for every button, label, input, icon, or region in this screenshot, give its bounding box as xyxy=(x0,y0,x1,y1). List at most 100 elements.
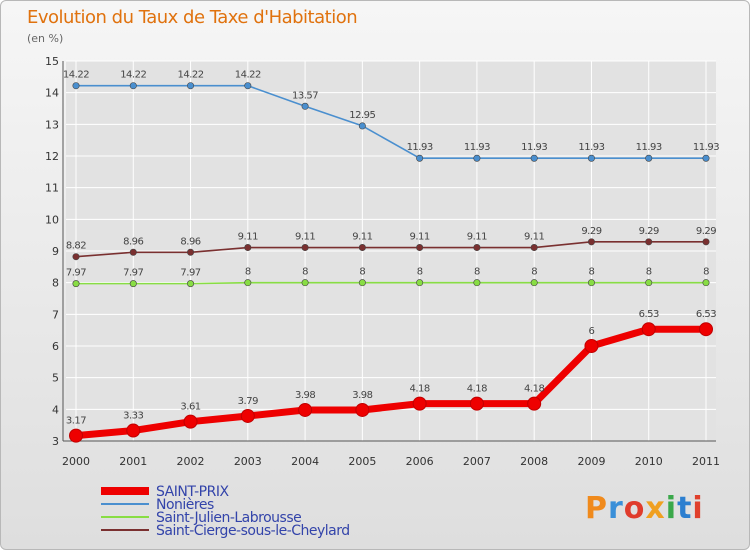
series-line xyxy=(75,325,706,440)
data-label: 8 xyxy=(245,267,251,278)
data-label: 7.97 xyxy=(180,268,200,279)
series-line xyxy=(75,241,706,258)
data-label: 6 xyxy=(589,326,595,337)
y-tick-label: 12 xyxy=(45,150,59,163)
logo-letter: P xyxy=(585,491,608,526)
data-point xyxy=(645,279,653,287)
x-tick-label: 2004 xyxy=(291,455,319,468)
data-point xyxy=(584,339,599,353)
data-label: 9.11 xyxy=(467,232,487,243)
data-label: 8.96 xyxy=(180,236,200,247)
data-label: 8 xyxy=(531,267,537,278)
logo-letter: i xyxy=(665,491,678,526)
data-point xyxy=(72,280,80,288)
data-label: 14.22 xyxy=(63,70,89,81)
data-label: 8 xyxy=(703,267,709,278)
data-label: 6.53 xyxy=(639,309,659,320)
data-point xyxy=(244,244,252,252)
x-tick-label: 2005 xyxy=(348,455,376,468)
data-point xyxy=(473,279,481,287)
x-tick-label: 2011 xyxy=(692,455,720,468)
data-label: 8 xyxy=(474,267,480,278)
logo-letter: t xyxy=(677,491,693,526)
series-noni-res: 14.22 14.22 14.22 14.22 13.57 12.95 11.93 11.93… xyxy=(63,70,720,162)
legend-item: Saint-Julien-Labrousse xyxy=(101,510,302,526)
data-point xyxy=(355,402,370,417)
data-point xyxy=(301,102,309,110)
data-label: 3.98 xyxy=(352,390,372,401)
data-label: 14.22 xyxy=(177,70,203,81)
y-tick-label: 7 xyxy=(52,308,59,321)
data-point xyxy=(129,280,137,288)
data-point xyxy=(641,322,656,337)
data-label: 3.79 xyxy=(238,396,258,407)
data-label: 11.93 xyxy=(636,142,662,153)
data-point xyxy=(702,154,710,162)
series-line xyxy=(76,281,706,285)
y-tick-label: 11 xyxy=(45,182,59,195)
data-point xyxy=(645,238,653,246)
legend-item: Nonières xyxy=(101,497,214,513)
data-label: 8.96 xyxy=(123,236,143,247)
data-point xyxy=(699,322,713,337)
series-saint-julien-labrousse: 7.97 7.97 7.97 8 8 8 8 8 8 8 8 8 xyxy=(66,267,710,288)
logo-letter: i xyxy=(692,491,704,526)
data-label: 14.22 xyxy=(120,70,146,81)
data-label: 7.97 xyxy=(123,268,143,279)
series-line xyxy=(76,84,706,160)
data-label: 9.29 xyxy=(581,226,601,237)
data-point xyxy=(126,423,141,438)
data-label: 9.11 xyxy=(352,232,372,243)
data-point xyxy=(129,82,137,90)
data-point xyxy=(527,396,542,411)
proxiti-logo: Proxiti xyxy=(585,491,704,526)
chart-title: Evolution du Taux de Taxe d'Habitation xyxy=(27,7,358,28)
data-label: 9.29 xyxy=(639,226,659,237)
data-point xyxy=(416,244,424,252)
data-label: 11.93 xyxy=(693,142,719,153)
y-tick-label: 14 xyxy=(45,87,59,100)
logo-letter: x xyxy=(645,491,666,526)
x-tick-label: 2010 xyxy=(635,455,663,468)
x-tick-label: 2008 xyxy=(520,455,548,468)
y-tick-label: 3 xyxy=(52,435,59,448)
x-tick-label: 2009 xyxy=(577,455,605,468)
data-point xyxy=(298,402,313,417)
data-point xyxy=(587,238,595,246)
data-point xyxy=(244,279,252,287)
data-point xyxy=(129,248,137,256)
data-label: 4.18 xyxy=(467,384,487,395)
data-point xyxy=(187,82,195,90)
data-label: 8 xyxy=(589,267,595,278)
y-tick-label: 5 xyxy=(52,372,59,385)
data-point xyxy=(240,408,255,423)
legend-label: Saint-Cierge-sous-le-Cheylard xyxy=(156,523,350,539)
data-label: 7.97 xyxy=(66,268,86,279)
data-label: 13.57 xyxy=(292,90,318,101)
data-label: 14.22 xyxy=(235,70,261,81)
data-label: 11.93 xyxy=(407,142,433,153)
data-label: 9.11 xyxy=(524,232,544,243)
data-point xyxy=(183,414,198,429)
data-point xyxy=(358,279,366,287)
y-tick-label: 15 xyxy=(45,55,59,68)
data-label: 12.95 xyxy=(349,110,375,121)
data-label: 9.29 xyxy=(696,226,716,237)
series-saint-prix: 3.17 3.33 3.61 3.79 3.98 3.98 4.18 4.18 4.18 6 6.5… xyxy=(66,309,717,443)
data-point xyxy=(244,82,252,90)
data-point xyxy=(72,82,80,90)
x-tick-label: 2000 xyxy=(62,455,90,468)
data-point xyxy=(469,396,484,411)
data-label: 9.11 xyxy=(410,232,430,243)
data-point xyxy=(645,154,653,162)
data-point xyxy=(702,238,710,246)
data-label: 4.18 xyxy=(524,384,544,395)
y-tick-label: 13 xyxy=(45,118,59,131)
data-label: 3.61 xyxy=(180,402,200,413)
data-point xyxy=(530,279,538,287)
x-tick-label: 2003 xyxy=(234,455,262,468)
data-label: 11.93 xyxy=(578,142,604,153)
legend-label: SAINT-PRIX xyxy=(156,484,229,500)
